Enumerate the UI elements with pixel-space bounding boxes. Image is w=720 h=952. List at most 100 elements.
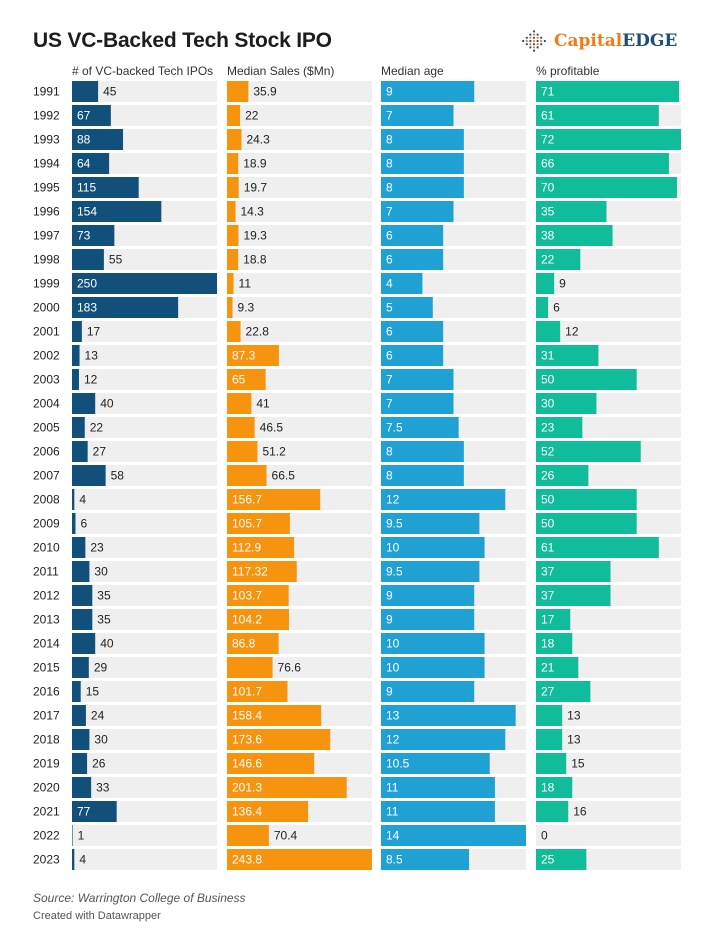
- data-label: 41: [256, 397, 270, 411]
- data-label: 70: [541, 181, 555, 195]
- bar: [227, 417, 255, 438]
- bar: [227, 705, 322, 726]
- logo-dot: [529, 43, 532, 46]
- logo-dot: [525, 39, 528, 43]
- bar: [536, 129, 681, 150]
- data-label: 37: [541, 565, 555, 579]
- bar-track: [227, 321, 372, 342]
- data-label: 50: [541, 517, 555, 531]
- data-label: 50: [541, 373, 555, 387]
- bar: [536, 705, 563, 726]
- bar: [72, 681, 81, 702]
- credit-note: Created with Datawrapper: [33, 910, 161, 922]
- bar: [381, 393, 454, 414]
- bar-track: [227, 441, 372, 462]
- data-label: 0: [541, 829, 548, 843]
- logo-dot: [532, 46, 536, 49]
- data-label: 8: [386, 445, 393, 459]
- bar: [227, 657, 273, 678]
- logo-dot: [536, 39, 539, 43]
- year-label: 2013: [33, 613, 60, 627]
- data-label: 22: [90, 421, 104, 435]
- data-label: 9: [386, 685, 393, 699]
- bar-track: [227, 297, 372, 318]
- data-label: 13: [567, 733, 581, 747]
- data-label: 65: [232, 373, 246, 387]
- bar: [536, 153, 669, 174]
- bar: [227, 177, 239, 198]
- year-label: 2017: [33, 709, 60, 723]
- data-label: 7.5: [386, 421, 403, 435]
- bar: [227, 321, 241, 342]
- bar: [536, 801, 569, 822]
- data-label: 16: [573, 805, 587, 819]
- year-label: 2008: [33, 493, 60, 507]
- bar: [227, 201, 236, 222]
- logo-dot: [532, 39, 536, 43]
- bar-track: [72, 369, 217, 390]
- column-header-ipos: # of VC-backed Tech IPOs: [72, 64, 214, 78]
- data-label: 9.5: [386, 517, 403, 531]
- bar-track: [72, 753, 217, 774]
- bar: [72, 225, 115, 246]
- bar: [227, 489, 321, 510]
- data-label: 9.3: [238, 301, 255, 315]
- year-label: 2007: [33, 469, 60, 483]
- bar: [536, 513, 637, 534]
- data-label: 30: [94, 733, 108, 747]
- data-label: 29: [94, 661, 108, 675]
- year-label: 2019: [33, 757, 60, 771]
- data-label: 18.9: [243, 157, 267, 171]
- data-label: 18: [541, 781, 555, 795]
- bar: [381, 513, 480, 534]
- bar-track: [227, 201, 372, 222]
- data-label: 31: [541, 349, 555, 363]
- bar: [227, 753, 315, 774]
- data-label: 173.6: [232, 733, 262, 747]
- bar: [227, 273, 234, 294]
- bar: [536, 393, 597, 414]
- bar: [536, 249, 581, 270]
- data-label: 33: [96, 781, 110, 795]
- data-label: 22: [541, 253, 555, 267]
- data-label: 8: [386, 157, 393, 171]
- data-label: 25: [541, 853, 555, 867]
- bar: [227, 681, 288, 702]
- bar: [381, 657, 485, 678]
- data-label: 13: [567, 709, 581, 723]
- bar-track: [72, 441, 217, 462]
- data-label: 4: [386, 277, 393, 291]
- bar: [227, 825, 269, 846]
- bar: [72, 321, 82, 342]
- bar: [381, 705, 516, 726]
- bar: [536, 345, 599, 366]
- bar: [536, 105, 659, 126]
- bar-track: [72, 513, 217, 534]
- bar: [72, 801, 117, 822]
- data-label: 22.8: [246, 325, 270, 339]
- bar: [381, 225, 444, 246]
- data-label: 46.5: [260, 421, 284, 435]
- data-label: 26: [92, 757, 106, 771]
- bar: [227, 465, 267, 486]
- logo-text-edge: EDGE: [622, 31, 678, 51]
- bar: [381, 729, 506, 750]
- data-label: 146.6: [232, 757, 262, 771]
- logo-dot: [543, 39, 546, 43]
- data-label: 156.7: [232, 493, 262, 507]
- data-label: 250: [77, 277, 97, 291]
- bar: [536, 849, 587, 870]
- bar: [72, 249, 104, 270]
- bar: [227, 297, 233, 318]
- bar: [536, 369, 637, 390]
- bar-track: [536, 729, 681, 750]
- data-label: 183: [77, 301, 97, 315]
- data-label: 66: [541, 157, 555, 171]
- year-label: 2021: [33, 805, 60, 819]
- bar: [536, 585, 611, 606]
- data-label: 17: [87, 325, 101, 339]
- data-label: 4: [79, 853, 86, 867]
- data-label: 8.5: [386, 853, 403, 867]
- logo-dot: [536, 33, 539, 36]
- data-label: 22: [245, 109, 259, 123]
